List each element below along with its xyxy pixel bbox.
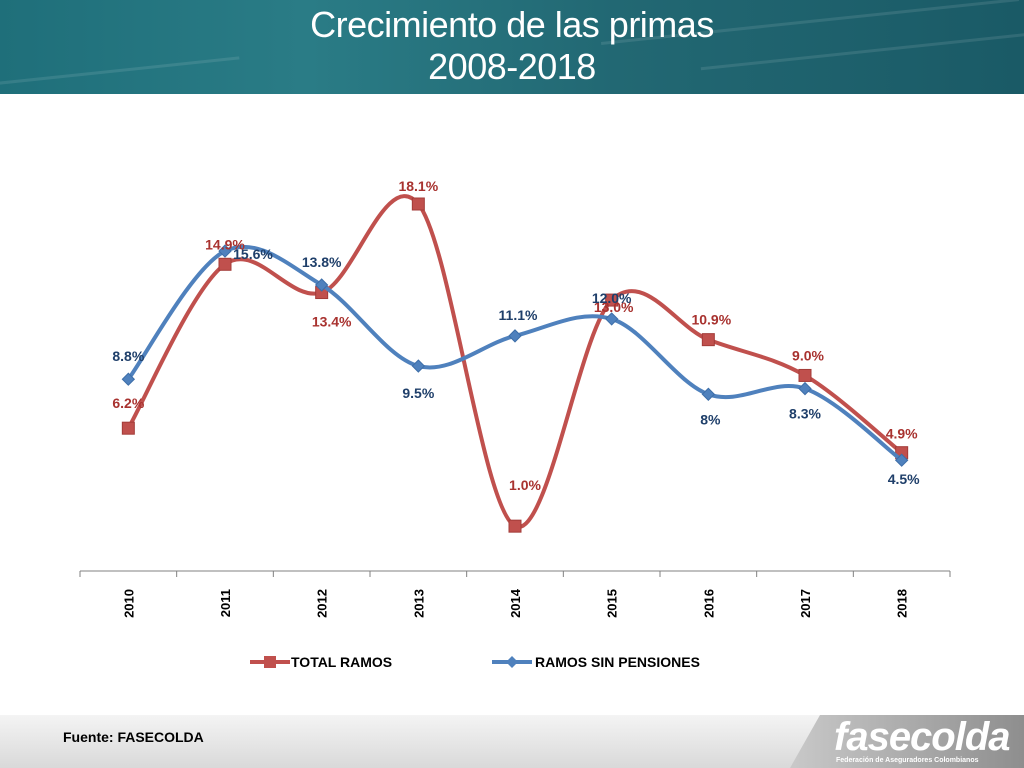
logo-subtitle: Federación de Aseguradores Colombianos xyxy=(836,757,979,764)
data-point-total-ramos xyxy=(798,368,812,382)
logo-text: fasecolda xyxy=(834,715,1011,759)
data-label-total-ramos: 18.1% xyxy=(398,178,438,194)
legend-label-total-ramos: TOTAL RAMOS xyxy=(291,654,392,670)
page-title: Crecimiento de las primas 2008-2018 xyxy=(0,4,1024,88)
x-tick-label: 2015 xyxy=(605,589,620,618)
data-point-ramos-sin-pensiones xyxy=(508,329,522,343)
data-label-total-ramos: 13.0% xyxy=(594,299,634,315)
data-label-total-ramos: 1.0% xyxy=(509,477,541,493)
data-point-total-ramos xyxy=(411,197,425,211)
series-line-ramos-sin-pensiones xyxy=(126,244,904,463)
data-label-ramos-sin-pensiones: 8.8% xyxy=(112,348,144,364)
data-point-ramos-sin-pensiones xyxy=(314,278,329,292)
x-tick-label: 2010 xyxy=(121,589,136,618)
data-label-total-ramos: 9.0% xyxy=(792,347,824,363)
data-point-total-ramos xyxy=(218,257,232,271)
x-tick-label: 2018 xyxy=(895,589,910,618)
x-tick-label: 2012 xyxy=(315,589,330,618)
data-point-ramos-sin-pensiones xyxy=(121,372,136,386)
data-point-ramos-sin-pensiones xyxy=(604,312,619,326)
data-label-ramos-sin-pensiones: 8% xyxy=(700,411,721,427)
data-label-ramos-sin-pensiones: 15.6% xyxy=(233,246,273,262)
x-tick-label: 2017 xyxy=(798,589,813,618)
data-label-total-ramos: 6.2% xyxy=(112,395,144,411)
x-tick-label: 2011 xyxy=(218,589,233,617)
data-point-ramos-sin-pensiones xyxy=(894,453,909,467)
x-tick-label: 2013 xyxy=(411,589,426,618)
data-label-ramos-sin-pensiones: 8.3% xyxy=(789,406,821,422)
data-label-total-ramos: 10.9% xyxy=(691,312,731,328)
data-point-total-ramos xyxy=(121,421,135,435)
data-label-ramos-sin-pensiones: 13.8% xyxy=(302,254,342,270)
data-point-ramos-sin-pensiones xyxy=(798,381,812,396)
legend-marker-ramos-sin-pensiones xyxy=(506,656,518,668)
x-tick-label: 2014 xyxy=(508,588,523,618)
data-point-total-ramos xyxy=(508,519,522,533)
data-point-total-ramos xyxy=(701,333,715,347)
data-label-ramos-sin-pensiones: 9.5% xyxy=(402,385,434,401)
data-label-total-ramos: 14.9% xyxy=(205,236,245,252)
x-tick-label: 2016 xyxy=(701,589,716,618)
legend-label-ramos-sin-pensiones: RAMOS SIN PENSIONES xyxy=(535,654,700,670)
data-label-total-ramos: 13.4% xyxy=(312,314,352,330)
fasecolda-logo: fasecolda Federación de Aseguradores Col… xyxy=(790,715,1024,768)
header-banner: Crecimiento de las primas 2008-2018 xyxy=(0,0,1024,94)
data-point-ramos-sin-pensiones xyxy=(411,359,426,373)
source-note: Fuente: FASECOLDA xyxy=(63,729,204,745)
footer: Fuente: FASECOLDA fasecolda Federación d… xyxy=(0,715,1024,768)
data-label-ramos-sin-pensiones: 11.1% xyxy=(499,307,538,323)
series-line-total-ramos xyxy=(126,194,904,529)
data-label-ramos-sin-pensiones: 4.5% xyxy=(888,471,920,487)
data-point-ramos-sin-pensiones xyxy=(701,387,716,401)
legend-marker-total-ramos xyxy=(264,656,276,668)
line-chart: 2010 2011 2012 2013 2014 2015 2016 2017 2018 6.2%… xyxy=(79,178,951,670)
title-line-1: Crecimiento de las primas xyxy=(310,4,714,45)
data-label-total-ramos: 4.9% xyxy=(886,426,918,442)
data-point-ramos-sin-pensiones xyxy=(218,244,232,258)
title-line-2: 2008-2018 xyxy=(428,46,596,87)
data-point-total-ramos xyxy=(605,293,619,307)
data-label-ramos-sin-pensiones: 12.0% xyxy=(592,290,632,306)
